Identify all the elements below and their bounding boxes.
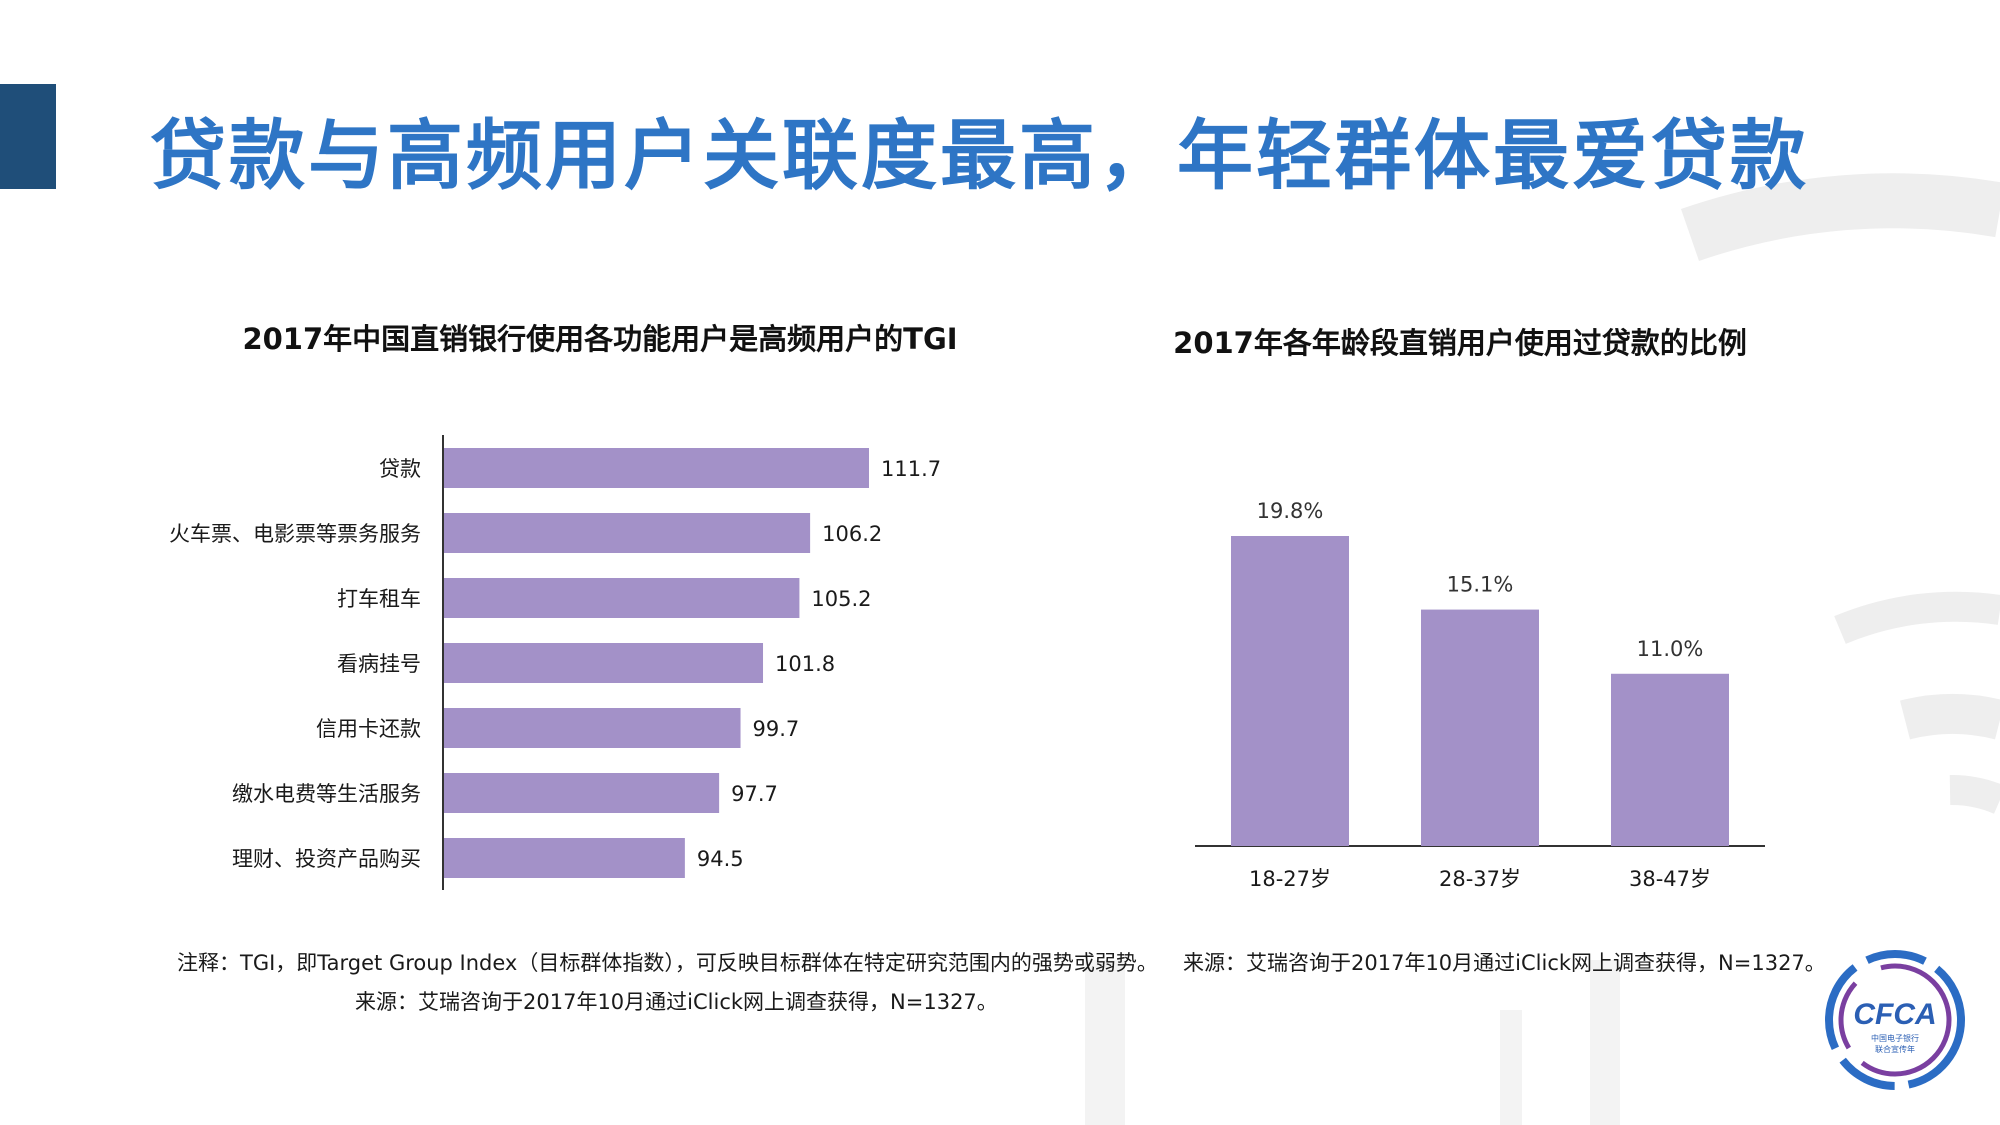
page-title: 贷款与高频用户关联度最高，年轻群体最爱贷款 — [150, 111, 1809, 200]
age-bar — [1611, 673, 1729, 846]
tgi-bar — [444, 513, 811, 553]
source-note-right: 来源：艾瑞咨询于2017年10月通过iClick网上调查获得，N=1327。 — [1183, 951, 1826, 975]
tgi-chart-title: 2017年中国直销银行使用各功能用户是高频用户的TGI — [242, 322, 958, 356]
logo-text: CFCA — [1853, 998, 1936, 1031]
age-chart-title: 2017年各年龄段直销用户使用过贷款的比例 — [1173, 326, 1747, 360]
tgi-category-label: 信用卡还款 — [316, 717, 421, 741]
tgi-footnote: 注释：TGI，即Target Group Index（目标群体指数），可反映目标… — [177, 951, 1158, 975]
source-note-left: 来源：艾瑞咨询于2017年10月通过iClick网上调查获得，N=1327。 — [355, 990, 998, 1014]
tgi-bar — [444, 643, 764, 683]
age-category-label: 38-47岁 — [1629, 867, 1711, 891]
tgi-value-label: 94.5 — [697, 847, 744, 871]
cfca-logo: CFCA 中国电子银行 联合宣传年 — [1825, 950, 1965, 1090]
age-value-label: 19.8% — [1257, 499, 1324, 523]
tgi-value-label: 99.7 — [753, 717, 800, 741]
age-category-label: 18-27岁 — [1249, 867, 1331, 891]
tgi-category-label: 打车租车 — [337, 587, 421, 611]
age-value-label: 11.0% — [1637, 637, 1704, 661]
logo-subtitle-1: 中国电子银行 — [1871, 1033, 1919, 1043]
tgi-value-label: 101.8 — [775, 652, 835, 676]
logo-subtitle-2: 联合宣传年 — [1875, 1044, 1915, 1054]
tgi-bar — [444, 838, 685, 878]
tgi-category-label: 火车票、电影票等票务服务 — [169, 522, 421, 546]
tgi-bar — [444, 773, 720, 813]
age-bar — [1421, 609, 1539, 846]
tgi-value-label: 105.2 — [811, 587, 871, 611]
age-category-label: 28-37岁 — [1439, 867, 1521, 891]
tgi-category-label: 缴水电费等生活服务 — [232, 782, 421, 806]
age-value-label: 15.1% — [1447, 573, 1514, 597]
tgi-bar — [444, 708, 741, 748]
title-accent-bar — [0, 84, 56, 189]
tgi-category-label: 理财、投资产品购买 — [232, 847, 421, 871]
tgi-category-label: 看病挂号 — [337, 652, 421, 676]
tgi-bar — [444, 448, 869, 488]
tgi-bar — [444, 578, 800, 618]
age-bar — [1231, 536, 1349, 846]
tgi-value-label: 97.7 — [731, 782, 778, 806]
tgi-value-label: 106.2 — [822, 522, 882, 546]
tgi-category-label: 贷款 — [379, 457, 421, 481]
tgi-value-label: 111.7 — [881, 457, 941, 481]
